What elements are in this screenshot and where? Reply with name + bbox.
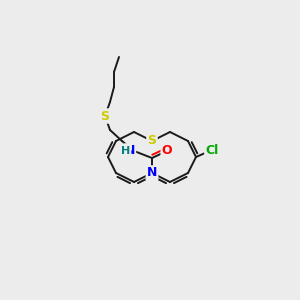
Text: N: N	[147, 167, 157, 179]
Text: S: S	[148, 134, 157, 148]
Text: Cl: Cl	[206, 143, 219, 157]
Text: O: O	[162, 145, 172, 158]
Text: N: N	[124, 145, 135, 158]
Text: S: S	[100, 110, 109, 122]
Text: H: H	[121, 146, 130, 156]
